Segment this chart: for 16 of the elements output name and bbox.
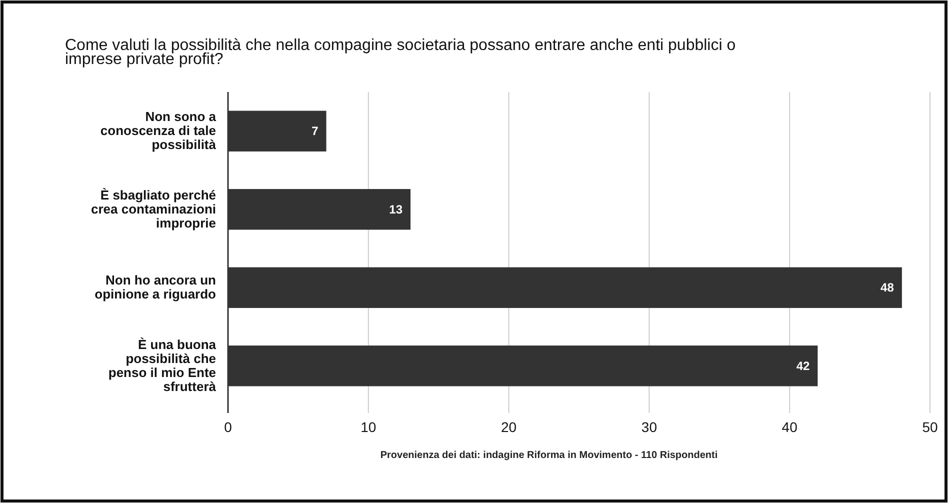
x-tick-label: 40 [782,419,798,435]
x-tick-label: 30 [641,419,658,435]
y-tick-label: Non ho ancora un opinione a riguardo [94,272,216,302]
text: Provenienza dei dati: indagine Riforma in Movimento - 110 Rispondenti [380,450,718,461]
data-label: 48 [880,280,894,295]
y-tick-label: È sbagliato perché crea contaminazioni improprie [91,187,216,230]
x-tick-label: 10 [360,419,376,435]
data-label: 13 [389,202,403,216]
y-tick-label: Non sono a conoscenza di tale possibilità [100,109,217,152]
chart-title: Come valuti la possibilità che nella compagine societaria possano entrare anche enti pubblici o imprese private profit? [65,37,736,68]
x-tick-label: 20 [501,419,517,435]
data-label: 7 [312,124,319,138]
x-tick-label: 50 [922,419,938,435]
x-tick-label: 0 [224,419,232,435]
data-label: 42 [796,358,810,373]
y-tick-label: È una buona possibilità che penso il mio Ente sfrutterà [108,336,217,394]
